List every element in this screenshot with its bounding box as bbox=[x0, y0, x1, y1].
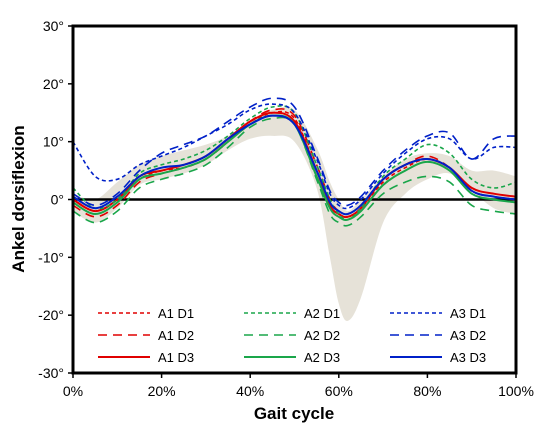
legend-label: A1 D1 bbox=[158, 306, 194, 321]
series-line-a2-d1 bbox=[72, 105, 517, 221]
y-tick-label: 0° bbox=[51, 192, 64, 208]
x-tick-label: 60% bbox=[325, 383, 353, 399]
legend-label: A2 D3 bbox=[304, 350, 340, 365]
series-line-a3-d3 bbox=[72, 114, 517, 216]
series-line-a1-d2 bbox=[72, 108, 517, 218]
y-axis-title: Ankel dorsiflexion bbox=[9, 125, 28, 272]
x-tick-label: 100% bbox=[498, 383, 534, 399]
y-tick-label: 10° bbox=[43, 134, 64, 150]
normal-range-band-layer bbox=[73, 106, 516, 321]
legend-label: A3 D2 bbox=[450, 328, 486, 343]
y-tick-labels: 30° 20° 10° 0° -10° -20° -30° bbox=[38, 18, 73, 381]
y-tick-label: -30° bbox=[38, 365, 64, 381]
legend-label: A1 D3 bbox=[158, 350, 194, 365]
x-tick-label: 40% bbox=[236, 383, 264, 399]
legend: A1 D1 A2 D1 A3 D1 A1 D2 A2 D2 A3 D2 A1 D3 A2 D3… bbox=[98, 306, 486, 365]
x-tick-label: 0% bbox=[63, 383, 83, 399]
x-tick-labels: 0% 20% 40% 60% 80% 100% bbox=[63, 373, 534, 399]
normal-range-band bbox=[73, 106, 516, 321]
x-axis-title: Gait cycle bbox=[254, 404, 334, 423]
series-line-a2-d2 bbox=[72, 116, 517, 227]
x-tick-label: 80% bbox=[413, 383, 441, 399]
legend-label: A3 D1 bbox=[450, 306, 486, 321]
legend-label: A2 D1 bbox=[304, 306, 340, 321]
legend-label: A3 D3 bbox=[450, 350, 486, 365]
legend-label: A1 D2 bbox=[158, 328, 194, 343]
y-tick-label: -20° bbox=[38, 307, 64, 323]
series-line-a2-d3 bbox=[72, 114, 517, 221]
legend-label: A2 D2 bbox=[304, 328, 340, 343]
series-layer bbox=[72, 97, 517, 227]
y-tick-label: -10° bbox=[38, 249, 64, 265]
y-tick-label: 20° bbox=[43, 76, 64, 92]
y-tick-label: 30° bbox=[43, 18, 64, 34]
series-line-a3-d1 bbox=[72, 103, 517, 210]
x-tick-label: 20% bbox=[148, 383, 176, 399]
